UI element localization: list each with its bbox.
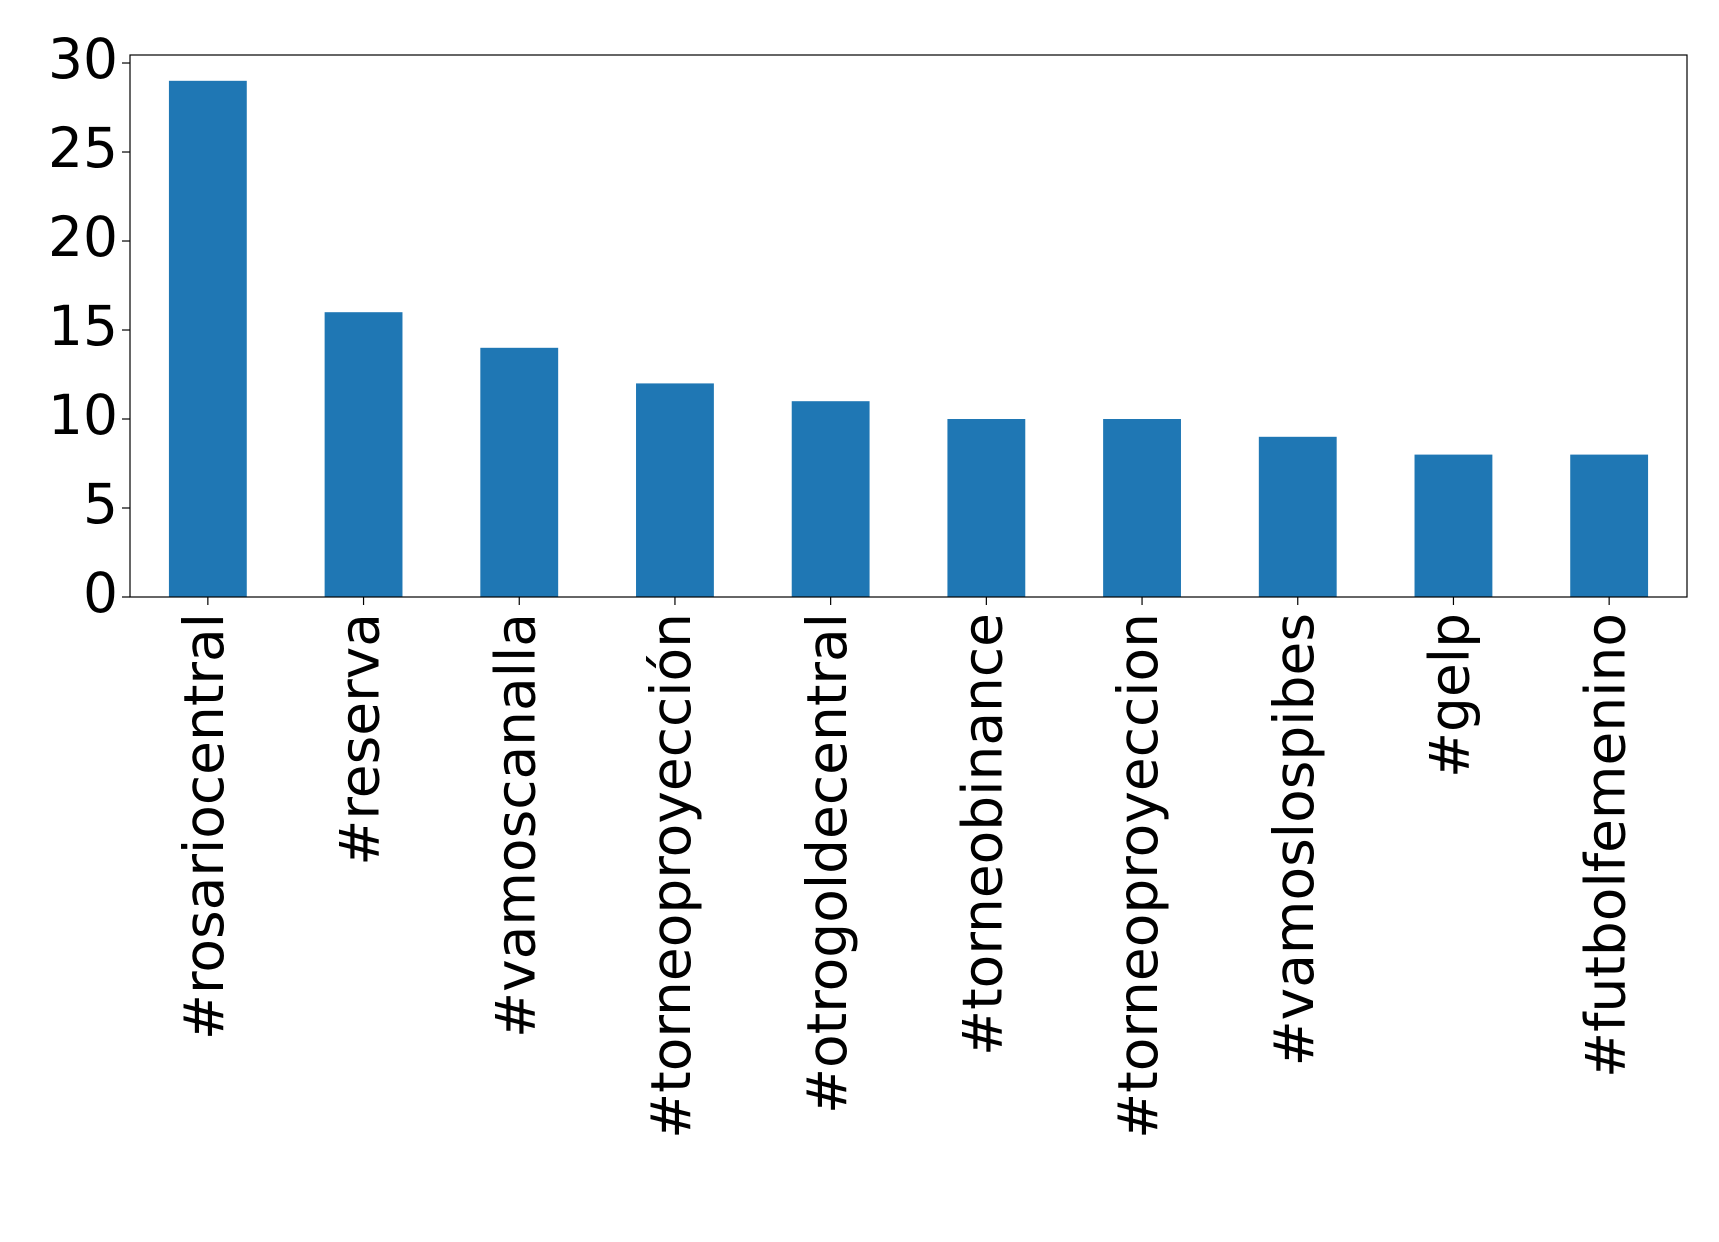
y-tick-label: 15 [48,294,118,358]
bar [168,80,247,598]
bar [636,383,714,597]
x-tick-label: #reserva [328,613,392,866]
x-tick-label: #rosariocentral [172,613,236,1040]
x-tick-label: #torneoproyeccion [1106,613,1170,1139]
y-tick-label: 25 [48,116,118,180]
y-tick-label: 10 [48,383,118,447]
x-tick-label: #vamoslospibes [1262,613,1326,1066]
bar [1414,454,1493,597]
bar [791,401,870,597]
y-tick-label: 0 [83,561,118,625]
bar [1570,454,1649,597]
y-tick-label: 30 [48,27,118,91]
x-tick-label: #torneobinance [950,613,1014,1056]
y-tick-label: 5 [83,472,118,536]
x-tick-label: #otrogoldecentral [795,613,859,1114]
bar [1103,419,1181,597]
bar [480,347,559,597]
bar [1258,436,1337,597]
x-tick-label: #torneoproyección [639,613,703,1139]
bar [324,312,403,597]
plot-frame [129,54,1688,598]
x-tick-label: #vamoscanalla [483,613,547,1038]
y-tick-label: 20 [48,205,118,269]
bar [947,419,1026,597]
x-tick-label: #futbolfemenino [1573,613,1637,1078]
x-tick-label: #gelp [1418,613,1482,778]
